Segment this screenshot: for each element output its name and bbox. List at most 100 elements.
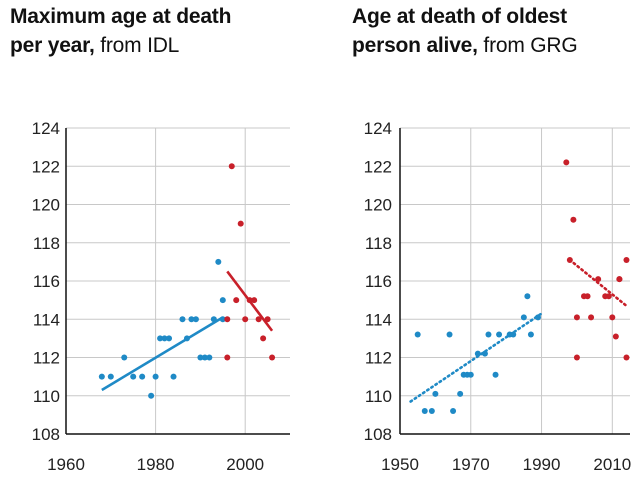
blue-data-point xyxy=(467,371,474,378)
blue-data-point xyxy=(210,316,217,323)
red-data-point xyxy=(584,293,591,300)
x-tick-label: 1970 xyxy=(452,455,490,474)
y-tick-label: 112 xyxy=(365,349,392,368)
blue-data-point xyxy=(432,390,439,397)
blue-data-point xyxy=(527,331,534,338)
blue-trend-line xyxy=(101,316,224,392)
blue-data-point xyxy=(179,316,186,323)
red-data-point xyxy=(570,216,577,223)
blue-data-point xyxy=(121,354,128,361)
red-data-point xyxy=(228,163,235,170)
blue-data-point xyxy=(520,314,527,321)
blue-data-point xyxy=(166,335,173,342)
y-tick-label: 124 xyxy=(32,119,60,138)
blue-data-point xyxy=(510,331,517,338)
x-tick-label: 1980 xyxy=(137,455,175,474)
y-tick-label: 110 xyxy=(33,387,60,406)
blue-data-point xyxy=(130,373,137,380)
y-tick-label: 118 xyxy=(33,234,60,253)
red-data-point xyxy=(224,354,231,361)
red-data-point xyxy=(224,316,231,323)
blue-data-point xyxy=(474,350,481,357)
red-data-point xyxy=(255,316,262,323)
x-tick-label: 1960 xyxy=(47,455,85,474)
chart-left: 108 110 112 114 116 118 120 122 124 1960 1980 2000 xyxy=(32,119,290,474)
blue-data-point xyxy=(161,335,168,342)
red-data-point xyxy=(588,314,595,321)
x-tick-label: 2000 xyxy=(226,455,264,474)
y-tick-label: 114 xyxy=(365,310,392,329)
blue-data-point xyxy=(197,354,204,361)
blue-data-point xyxy=(107,373,114,380)
blue-data-point xyxy=(450,408,457,415)
blue-data-point xyxy=(188,316,195,323)
title-left-line1: Maximum age at death xyxy=(10,5,232,28)
blue-data-point xyxy=(152,373,159,380)
blue-data-point xyxy=(496,331,503,338)
blue-data-point xyxy=(148,392,155,399)
y-tick-label: 116 xyxy=(33,272,60,291)
title-right-line2-bold: person alive, xyxy=(352,34,478,57)
red-data-point xyxy=(269,354,276,361)
blue-data-point xyxy=(98,373,105,380)
red-data-point xyxy=(242,316,249,323)
red-data-point xyxy=(264,316,271,323)
y-tick-label: 118 xyxy=(365,234,392,253)
red-data-point xyxy=(605,293,612,300)
blue-data-point xyxy=(535,314,541,321)
blue-data-point xyxy=(485,331,492,338)
red-data-point xyxy=(237,220,244,227)
blue-data-point xyxy=(492,371,499,378)
blue-data-point xyxy=(206,354,213,361)
x-tick-label: 2010 xyxy=(593,455,631,474)
red-trend-line xyxy=(568,258,628,308)
blue-data-point xyxy=(201,354,208,361)
red-data-point xyxy=(260,335,267,342)
y-tick-label: 120 xyxy=(364,196,392,215)
y-tick-label: 116 xyxy=(365,272,392,291)
blue-data-point xyxy=(183,335,190,342)
title-left-source: from IDL xyxy=(94,34,180,57)
blue-data-point xyxy=(524,293,531,300)
blue-data-point xyxy=(215,258,222,265)
blue-data-point xyxy=(481,350,488,357)
red-data-point xyxy=(246,297,253,304)
blue-data-point xyxy=(428,408,435,415)
y-tick-label: 112 xyxy=(33,349,60,368)
blue-data-point xyxy=(139,373,146,380)
blue-data-point xyxy=(414,331,421,338)
red-data-point xyxy=(595,276,602,283)
red-data-point xyxy=(233,297,240,304)
title-right-line1: Age at death of oldest xyxy=(352,5,567,28)
red-data-point xyxy=(563,159,570,166)
blue-data-point xyxy=(192,316,199,323)
y-tick-label: 124 xyxy=(364,119,392,138)
y-tick-label: 120 xyxy=(32,196,60,215)
panel-title-left: Maximum age at death per year, from IDL xyxy=(10,2,310,60)
red-data-point xyxy=(623,354,630,361)
blue-data-point xyxy=(219,316,226,323)
blue-data-point xyxy=(170,373,177,380)
y-tick-label: 108 xyxy=(32,425,60,444)
y-tick-label: 122 xyxy=(364,157,392,176)
y-tick-label: 114 xyxy=(33,310,60,329)
title-right-source: from GRG xyxy=(477,34,578,57)
x-tick-label: 1950 xyxy=(381,455,419,474)
red-data-point xyxy=(612,333,619,340)
panel-title-right: Age at death of oldest person alive, fro… xyxy=(352,2,640,60)
x-tick-label: 1990 xyxy=(523,455,561,474)
chart-right: 108 110 112 114 116 118 120 122 124 1950 1970 1990 2… xyxy=(364,119,632,474)
title-left-line2-bold: per year, xyxy=(10,34,95,57)
blue-data-point xyxy=(421,408,428,415)
blue-data-point xyxy=(219,297,226,304)
red-data-point xyxy=(573,314,580,321)
red-data-point xyxy=(616,276,623,283)
red-data-point xyxy=(251,297,258,304)
blue-data-point xyxy=(446,331,453,338)
y-tick-label: 110 xyxy=(365,387,392,406)
blue-data-point xyxy=(457,390,464,397)
red-data-point xyxy=(566,256,573,263)
red-data-point xyxy=(573,354,580,361)
red-data-point xyxy=(609,314,616,321)
